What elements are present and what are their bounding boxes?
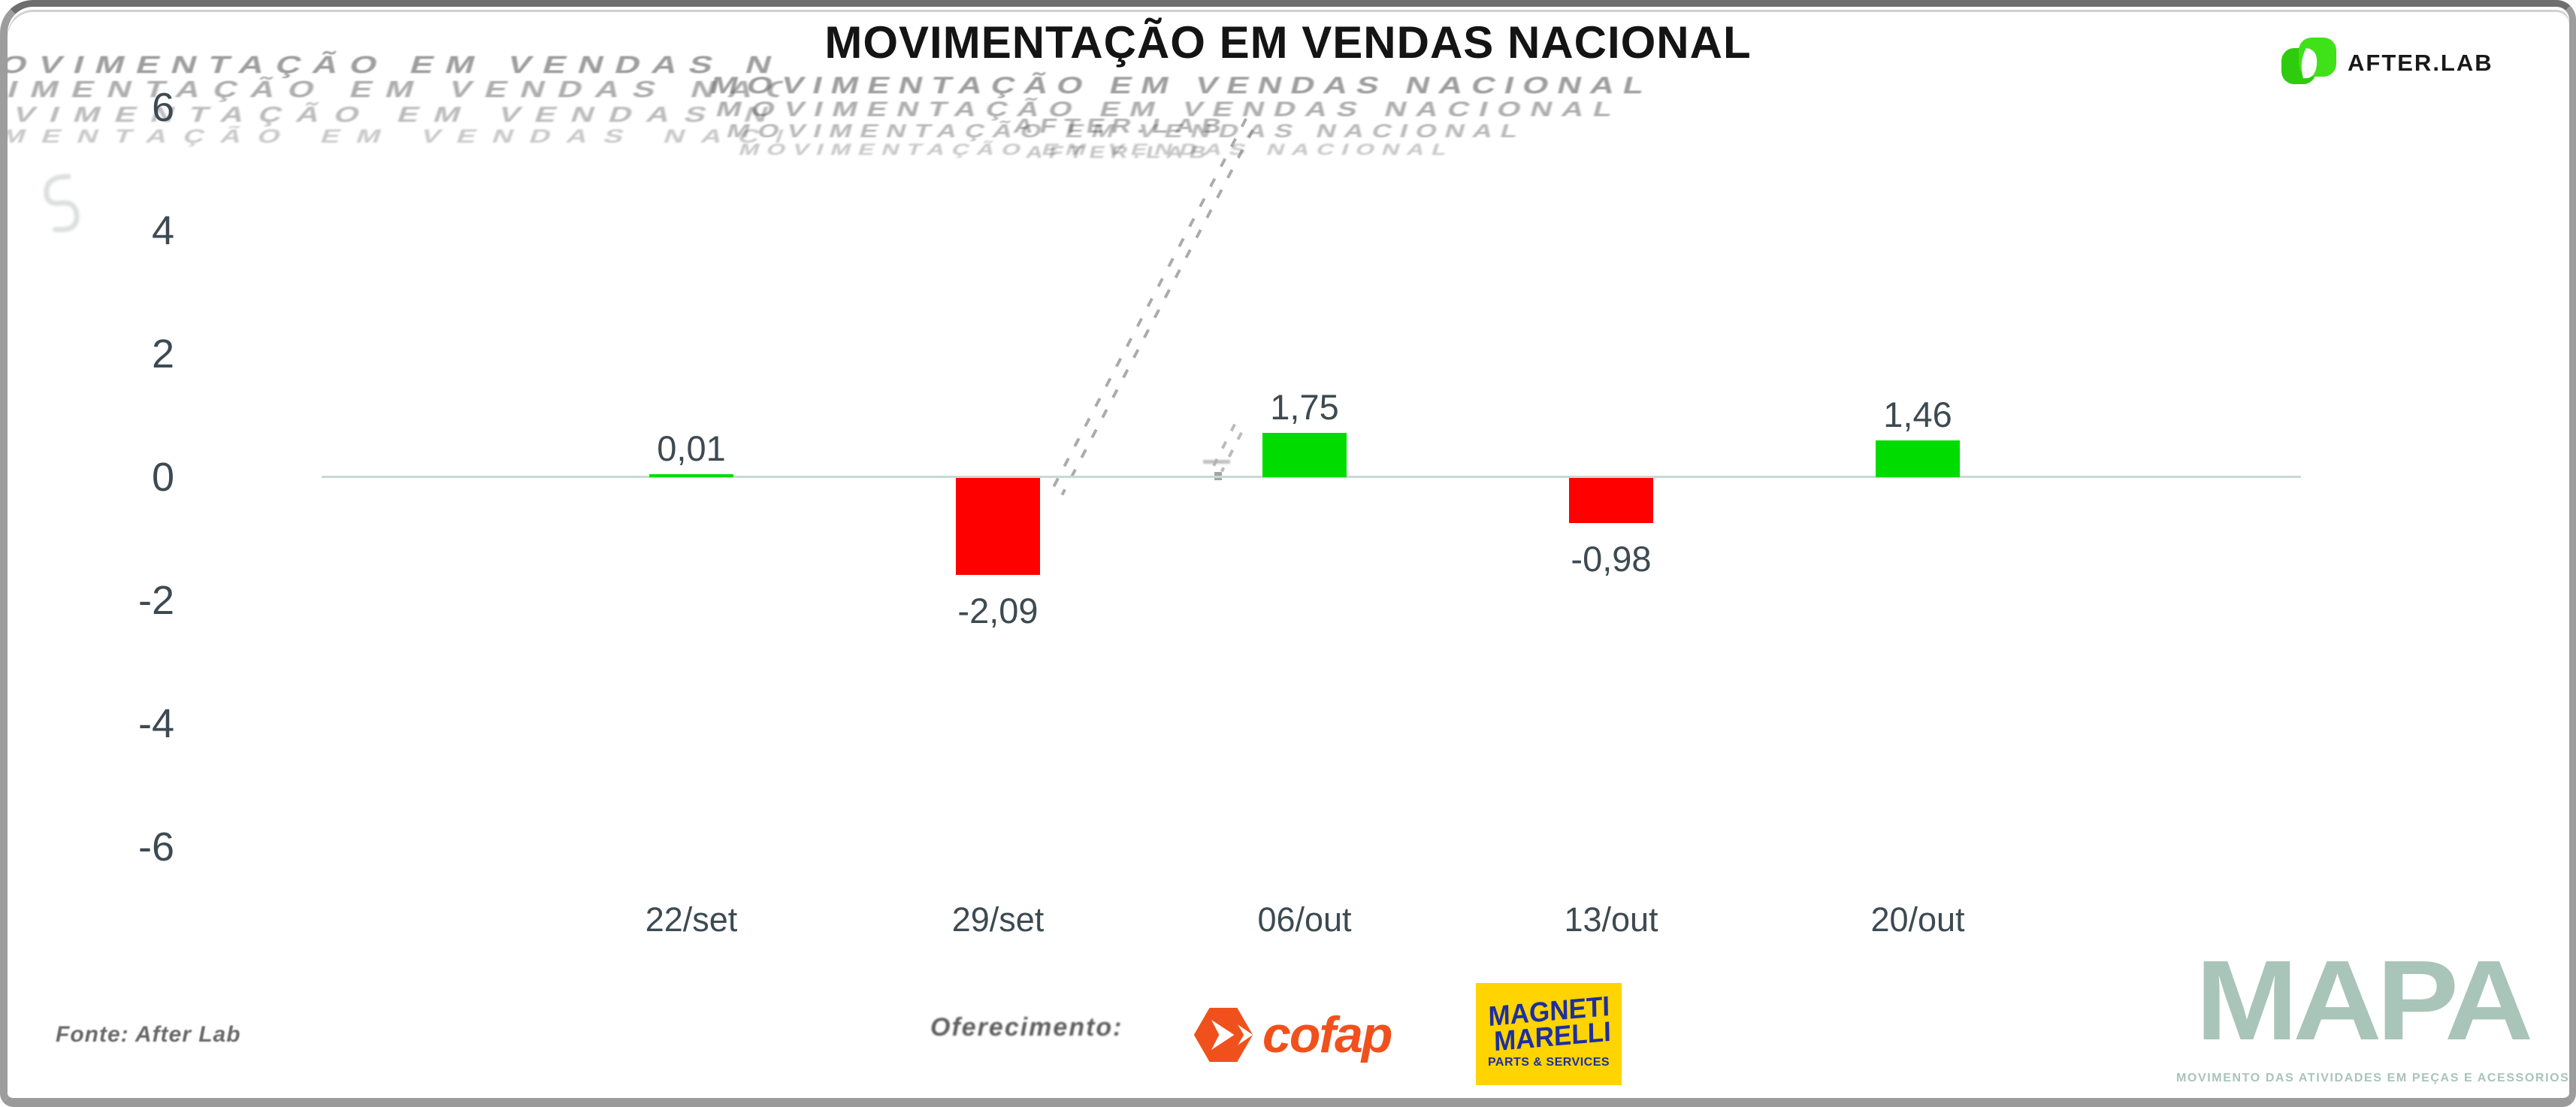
x-label-06-out: 06/out xyxy=(1257,900,1352,939)
bar-06-out xyxy=(1262,433,1347,477)
source-note: Fonte: After Lab xyxy=(56,1022,241,1047)
motion-blur-trail-fragment xyxy=(1211,423,1247,473)
afterlab-logo: AFTER.LAB xyxy=(2281,38,2493,89)
afterlab-icon xyxy=(2281,38,2336,84)
ghost-title-row: MOVIMENTAÇÃO EM VENDAS NACIONAL xyxy=(736,141,1458,159)
trail-dash-strip xyxy=(1060,129,1255,496)
mapa-wordmark: MAPA xyxy=(2195,936,2534,1064)
motion-blur-trail xyxy=(1051,117,1259,497)
trail-dash-strip xyxy=(1051,117,1247,491)
value-label-20-out: 1,46 xyxy=(1883,395,1952,434)
bar-13-out xyxy=(1569,478,1653,523)
cofap-icon xyxy=(1193,1008,1253,1062)
y-tick-label: -2 xyxy=(138,578,174,623)
bar-22-set xyxy=(649,474,733,477)
y-tick-label: -4 xyxy=(138,701,174,746)
cofap-wordmark: cofap xyxy=(1262,1006,1392,1063)
trail-dash-strip xyxy=(1220,431,1243,473)
x-label-29-set: 29/set xyxy=(951,900,1045,939)
x-label-20-out: 20/out xyxy=(1870,900,1965,939)
x-label-22-set: 22/set xyxy=(645,900,738,939)
magneti-marelli-tagline: PARTS & SERVICES xyxy=(1487,1055,1610,1069)
mapa-logo: MAPA MOVIMENTO DAS ATIVIDADES EM PEÇAS E… xyxy=(2176,936,2570,1085)
value-label-13-out: -0,98 xyxy=(1571,539,1652,579)
value-label-22-set: 0,01 xyxy=(657,428,726,468)
value-label-06-out: 1,75 xyxy=(1270,387,1339,427)
ghost-afterlab-row: AFTER.LAB xyxy=(1024,143,1214,162)
value-label-29-set: -2,09 xyxy=(957,591,1039,631)
y-tick-label: -6 xyxy=(138,824,174,870)
ghost-afterlab-row: AFTER.LAB xyxy=(1011,114,1230,138)
sponsorship-label: Oferecimento: xyxy=(930,1013,1123,1042)
chart-title: MOVIMENTAÇÃO EM VENDAS NACIONAL xyxy=(824,17,1752,68)
y-tick-label: 6 xyxy=(151,85,174,130)
mapa-tagline: MOVIMENTO DAS ATIVIDADES EM PEÇAS E ACES… xyxy=(2176,1072,2570,1084)
bar-20-out xyxy=(1876,440,1960,477)
magneti-marelli-logo: MAGNETI MARELLI PARTS & SERVICES xyxy=(1476,983,1622,1085)
blur-smudge-artifact xyxy=(1203,460,1230,464)
afterlab-wordmark: AFTER.LAB xyxy=(2348,50,2493,76)
y-tick-label: 0 xyxy=(151,455,174,500)
ghost-title-row: MOVIMENTAÇÃO EM VENDAS NACIONAL xyxy=(713,98,1625,121)
y-tick-label: 4 xyxy=(151,208,174,253)
cofap-logo: cofap xyxy=(1193,1006,1392,1064)
bar-29-set xyxy=(956,478,1040,575)
magneti-marelli-line2: MARELLI xyxy=(1493,1015,1611,1057)
ghost-title-row: MOVIMENTAÇÃO EM VENDAS NACIONAL xyxy=(707,72,1656,99)
y-tick-label: 2 xyxy=(151,331,174,377)
ghost-title-row: MOVIMENTAÇÃO EM VENDAS NACIONAL xyxy=(724,120,1529,141)
x-label-13-out: 13/out xyxy=(1564,900,1658,939)
ghost-numeral-artifact xyxy=(44,174,80,233)
